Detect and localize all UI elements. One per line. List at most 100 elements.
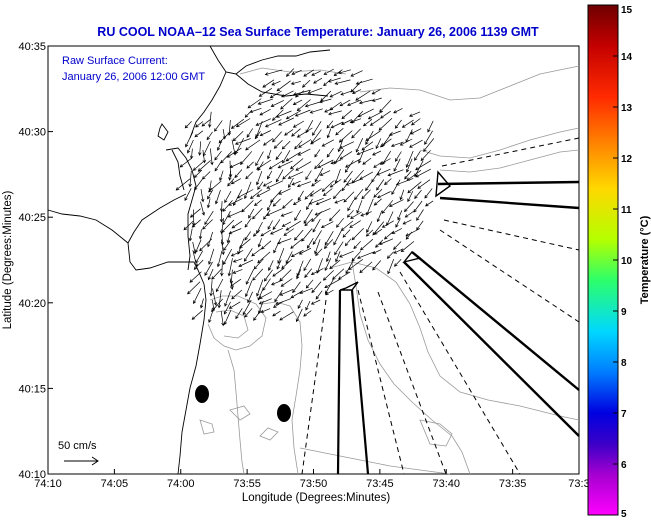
colorbar-tick-label: 13 <box>621 103 633 114</box>
current-vector <box>188 170 192 188</box>
current-vector <box>226 147 242 158</box>
current-vector <box>305 279 314 289</box>
current-vector <box>202 149 207 164</box>
current-vector <box>255 170 263 186</box>
current-vector <box>243 248 253 262</box>
current-vector <box>276 238 292 245</box>
current-vector <box>227 258 233 277</box>
current-vector <box>324 278 341 289</box>
x-tick-label: 73:40 <box>432 478 460 490</box>
current-vector <box>326 147 334 158</box>
current-vector <box>324 257 332 271</box>
current-vector <box>310 268 324 276</box>
current-vector <box>402 219 412 225</box>
current-vector <box>414 150 421 161</box>
current-vector <box>366 221 373 233</box>
current-vector <box>360 211 372 217</box>
current-vector <box>337 69 351 75</box>
current-vector <box>349 118 362 124</box>
current-vector <box>361 189 371 200</box>
current-vector <box>351 128 361 139</box>
current-vector <box>339 151 353 160</box>
current-vector <box>373 228 383 235</box>
current-vector <box>252 207 263 220</box>
colorbar-label: Temperature (°C) <box>639 215 651 304</box>
current-vector <box>328 209 341 222</box>
current-vector <box>296 127 313 138</box>
current-vector <box>259 108 271 116</box>
current-vector <box>185 131 194 148</box>
current-vector <box>405 158 413 173</box>
current-vector <box>310 299 321 305</box>
current-vector <box>351 227 364 241</box>
current-vector <box>266 208 282 216</box>
current-vector <box>357 108 374 118</box>
current-vector <box>276 80 291 92</box>
current-vector <box>410 128 422 135</box>
current-vector <box>191 219 201 228</box>
current-vector <box>294 109 311 117</box>
current-vector <box>209 280 213 297</box>
current-vector <box>321 139 334 147</box>
scale-vector-arrow <box>64 456 99 466</box>
current-vector <box>211 298 224 313</box>
current-vector <box>353 240 361 250</box>
current-vector <box>270 100 284 107</box>
current-vector <box>249 107 262 114</box>
current-vector <box>219 210 224 223</box>
current-vector <box>372 260 382 271</box>
current-vector <box>208 180 222 193</box>
colorbar-tick-label: 6 <box>621 460 627 471</box>
current-vector <box>285 151 301 162</box>
y-axis-label: Latitude (Degrees:Minutes) <box>2 190 14 329</box>
current-vector <box>272 219 281 231</box>
current-vector <box>335 251 341 263</box>
current-vector <box>251 248 262 257</box>
scale-vector-label: 50 cm/s <box>58 440 97 452</box>
current-vector <box>228 198 243 206</box>
x-tick-label: 74:00 <box>167 478 195 490</box>
colorbar-tick-label: 5 <box>621 509 627 519</box>
current-vector <box>211 268 222 280</box>
current-vector <box>264 119 282 128</box>
current-vector <box>423 138 435 152</box>
current-vector <box>417 179 431 189</box>
current-vector <box>343 191 355 203</box>
current-vector <box>255 118 272 126</box>
current-vector <box>262 180 273 187</box>
current-vector <box>290 238 303 249</box>
current-vector <box>314 167 324 183</box>
current-vector <box>244 231 251 241</box>
current-vector <box>322 188 333 197</box>
current-vector <box>280 211 293 217</box>
current-vector <box>333 230 342 246</box>
current-vector <box>375 239 384 248</box>
current-vector <box>393 259 402 267</box>
current-vector <box>375 138 382 150</box>
current-vector <box>404 211 414 218</box>
current-vector <box>295 308 303 323</box>
current-vector <box>280 98 293 110</box>
current-vector <box>271 80 281 86</box>
current-vector <box>420 150 431 162</box>
current-vector <box>183 220 194 231</box>
current-vector <box>296 99 311 112</box>
current-vector <box>197 160 211 172</box>
current-vector <box>356 147 374 156</box>
current-vector <box>393 158 401 172</box>
current-vector <box>303 209 313 224</box>
current-vector <box>395 178 414 186</box>
current-vector <box>355 78 373 85</box>
current-vector <box>252 229 261 237</box>
current-vector <box>206 131 213 141</box>
current-vector <box>329 179 342 188</box>
current-vector <box>305 170 312 181</box>
current-vector <box>371 97 382 102</box>
current-vector <box>409 111 421 117</box>
current-vector <box>227 178 235 187</box>
current-vector <box>328 110 342 116</box>
colorbar-tick-label: 12 <box>621 154 633 165</box>
current-vector <box>290 80 301 85</box>
current-vector <box>253 258 264 270</box>
current-vector <box>275 169 284 183</box>
